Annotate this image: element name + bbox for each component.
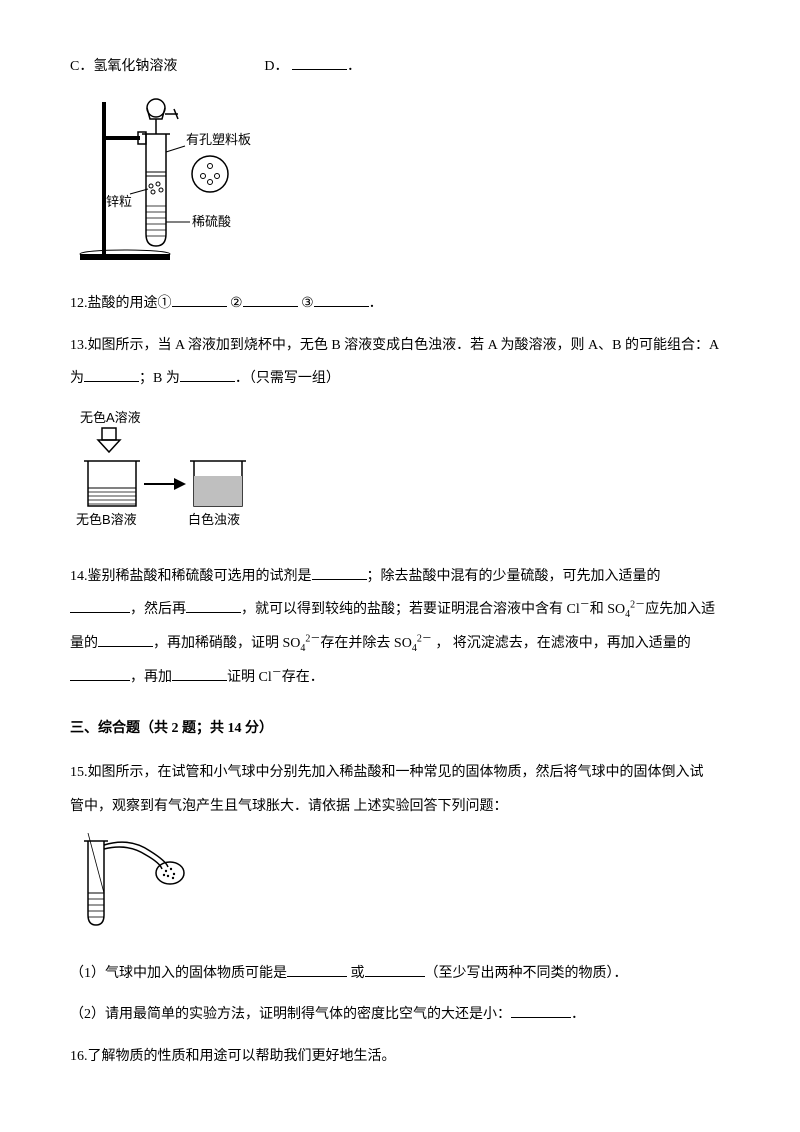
- q13-line2: 为 ；B 为 ．（只需写一组）: [70, 362, 730, 396]
- q15s2b: ．: [571, 1007, 585, 1022]
- q14-line3: 量的，再加稀硝酸，证明 SO42－存在并除去 SO42－ ， 将沉淀滤去，在滤液…: [70, 627, 730, 661]
- q11-options: C．氢氧化钠溶液 D． ．: [70, 50, 730, 84]
- q14-line1: 14.鉴别稀盐酸和稀硫酸可选用的试剂是 ；除去盐酸中混有的少量硫酸，可先加入适量的: [70, 560, 730, 594]
- blank-q13-b[interactable]: [180, 368, 235, 382]
- q15s1c: （至少写出两种不同类的物质）．: [425, 966, 628, 981]
- blank-q12-1[interactable]: [172, 293, 227, 307]
- q14b: ；除去盐酸中混有的少量硫酸，可先加入适量的: [367, 569, 661, 584]
- q12: 12.盐酸的用途① ② ③ ．: [70, 287, 730, 321]
- q14d: ，就可以得到较纯的盐酸；若要证明混合溶液中含有 Cl: [241, 602, 580, 617]
- blank-q12-2[interactable]: [243, 293, 298, 307]
- q15s1a: （1）气球中加入的固体物质可能是: [70, 966, 287, 981]
- q15-line2: 管中，观察到有气泡产生且气球胀大．请依据 上述实验回答下列问题：: [70, 790, 730, 824]
- blank-q13-a[interactable]: [84, 368, 139, 382]
- q14e: 和 SO: [590, 602, 625, 617]
- fig1-label-acid: 稀硫酸: [192, 214, 231, 229]
- blank-q14-1[interactable]: [312, 566, 367, 580]
- q13-l2a: 为: [70, 371, 84, 386]
- blank-q14-2[interactable]: [70, 599, 130, 613]
- q14f: 应先加入适: [645, 602, 715, 617]
- q13-line1: 13.如图所示，当 A 溶液加到烧杯中，无色 B 溶液变成白色浊液．若 A 为酸…: [70, 329, 730, 363]
- q16: 16.了解物质的性质和用途可以帮助我们更好地生活。: [70, 1040, 730, 1074]
- fig1-label-zinc: 锌粒: [106, 194, 132, 209]
- q13-text1: 13.如图所示，当 A 溶液加到烧杯中，无色 B 溶液变成白色浊液．若 A 为酸…: [70, 338, 719, 353]
- blank-q14-6[interactable]: [172, 667, 227, 681]
- q14l: 证明 Cl: [227, 670, 272, 685]
- q12-mid2: ③: [298, 296, 314, 311]
- fig1-label-plate: 有孔塑料板: [186, 132, 251, 147]
- blank-q14-3[interactable]: [186, 599, 241, 613]
- figure-tube-balloon: [70, 833, 730, 947]
- q14g: 量的: [70, 636, 98, 651]
- q15-sub2: （2）请用最简单的实验方法，证明制得气体的密度比空气的大还是小： ．: [70, 998, 730, 1032]
- q13-l2c: ．（只需写一组）: [235, 371, 340, 386]
- blank-q14-4[interactable]: [98, 633, 153, 647]
- fig2-label-b: 无色B溶液: [76, 512, 137, 527]
- q15-line1: 15.如图所示，在试管和小气球中分别先加入稀盐酸和一种常见的固体物质，然后将气球…: [70, 756, 730, 790]
- blank-q12-3[interactable]: [314, 293, 369, 307]
- q14k: ，再加: [130, 670, 172, 685]
- fig2-label-a: 无色A溶液: [80, 410, 141, 425]
- q14c: ，然后再: [130, 602, 186, 617]
- blank-q15-1[interactable]: [287, 963, 347, 977]
- q15-sub1: （1）气球中加入的固体物质可能是 或 （至少写出两种不同类的物质）．: [70, 957, 730, 991]
- blank-q14-5[interactable]: [70, 667, 130, 681]
- q12-end: ．: [369, 296, 383, 311]
- q14i: 存在并除去 SO: [320, 636, 411, 651]
- q14m: 存在．: [282, 670, 324, 685]
- blank-q15-2[interactable]: [365, 963, 425, 977]
- blank-q11d[interactable]: [292, 56, 347, 70]
- q14a: 14.鉴别稀盐酸和稀硫酸可选用的试剂是: [70, 569, 312, 584]
- q14-line4: ，再加证明 Cl－存在．: [70, 661, 730, 695]
- q12-mid1: ②: [227, 296, 243, 311]
- q11-d: D．: [264, 59, 288, 74]
- q12-prefix: 12.盐酸的用途①: [70, 296, 172, 311]
- q15s1b: 或: [347, 966, 365, 981]
- section-3-heading: 三、综合题（共 2 题；共 14 分）: [70, 712, 730, 746]
- q15s2a: （2）请用最简单的实验方法，证明制得气体的密度比空气的大还是小：: [70, 1007, 511, 1022]
- q14h: ，再加稀硝酸，证明 SO: [153, 636, 300, 651]
- q14j: ， 将沉淀滤去，在滤液中，再加入适量的: [432, 636, 691, 651]
- fig2-label-c: 白色浊液: [188, 512, 240, 527]
- figure-apparatus: 有孔塑料板 锌粒 稀硫酸: [70, 94, 730, 278]
- q14-line2: ，然后再，就可以得到较纯的盐酸；若要证明混合溶液中含有 Cl－和 SO42－应先…: [70, 593, 730, 627]
- blank-q15-3[interactable]: [511, 1004, 571, 1018]
- q11-c: C．氢氧化钠溶液: [70, 59, 177, 74]
- q13-l2b: ；B 为: [139, 371, 180, 386]
- figure-beakers: 无色A溶液 无色B溶液 白色浊液: [70, 406, 730, 550]
